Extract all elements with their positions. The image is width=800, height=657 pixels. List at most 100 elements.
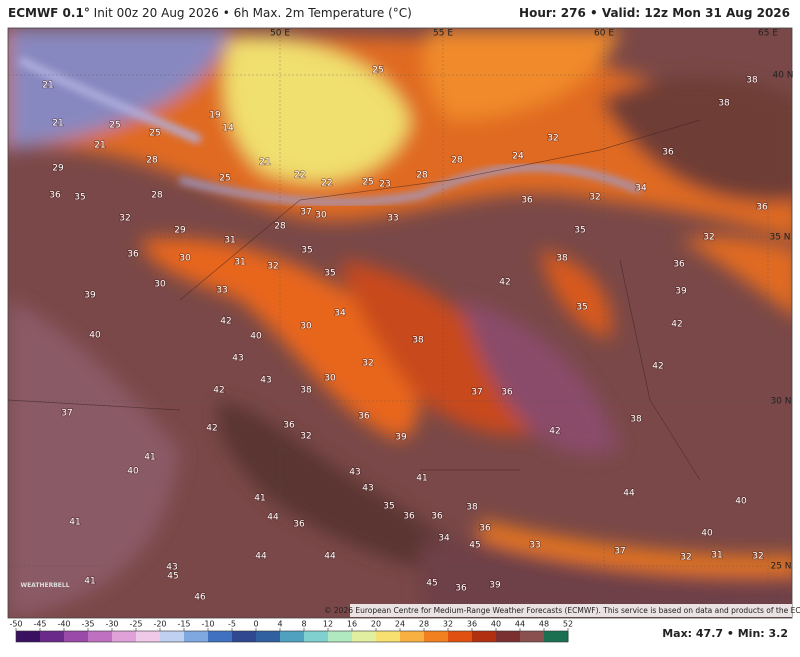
grid-label: 25 N <box>770 562 791 572</box>
temperature-label: 19 <box>209 111 221 121</box>
temperature-label: 40 <box>735 497 747 507</box>
temperature-label: 38 <box>412 336 424 346</box>
temperature-label: 30 <box>324 374 336 384</box>
temperature-label: 35 <box>574 226 585 236</box>
temperature-label: 32 <box>119 214 130 224</box>
colorbar-segment <box>64 631 89 642</box>
colorbar-segment <box>400 631 425 642</box>
temperature-label: 37 <box>300 208 311 218</box>
temperature-label: 40 <box>701 529 713 539</box>
colorbar-tick-label: -20 <box>153 620 166 629</box>
temperature-label: 36 <box>283 421 295 431</box>
temperature-label: 38 <box>630 415 642 425</box>
temperature-label: 43 <box>232 354 243 364</box>
map-field <box>8 28 792 618</box>
grid-label: 30 N <box>770 397 791 407</box>
temperature-label: 45 <box>426 579 437 589</box>
colorbar-tick-label: 20 <box>371 620 381 629</box>
colorbar-frame <box>15 630 569 643</box>
temperature-label: 30 <box>154 280 166 290</box>
colorbar-segment <box>184 631 209 642</box>
colorbar-segment <box>304 631 329 642</box>
temperature-label: 21 <box>52 119 63 129</box>
temperature-label: 43 <box>349 468 360 478</box>
temperature-label: 28 <box>416 171 428 181</box>
colorbar-segment <box>136 631 161 642</box>
temperature-label: 41 <box>69 518 80 528</box>
temperature-label: 34 <box>334 309 346 319</box>
temperature-label: 32 <box>703 233 714 243</box>
temperature-label: 25 <box>149 129 160 139</box>
colorbar-tick-label: 44 <box>515 620 525 629</box>
colorbar-segment <box>232 631 257 642</box>
temperature-label: 35 <box>74 193 85 203</box>
colorbar-tick-label: -15 <box>177 620 190 629</box>
temperature-label: 32 <box>680 553 691 563</box>
temperature-label: 39 <box>489 581 501 591</box>
header-right: Hour: 276 • Valid: 12z Mon 31 Aug 2026 <box>519 6 790 20</box>
temperature-label: 36 <box>673 260 685 270</box>
temperature-label: 45 <box>167 572 178 582</box>
colorbar-segment <box>544 631 569 642</box>
temperature-label: 36 <box>403 512 415 522</box>
temperature-label: 36 <box>501 388 513 398</box>
temperature-label: 38 <box>300 386 312 396</box>
temperature-label: 44 <box>255 552 267 562</box>
colorbar-segment <box>112 631 137 642</box>
colorbar-segment <box>376 631 401 642</box>
colorbar-tick-label: 12 <box>323 620 333 629</box>
temperature-label: 38 <box>466 503 478 513</box>
colorbar-tick-label: -35 <box>81 620 94 629</box>
temperature-label: 29 <box>52 164 64 174</box>
model-name: ECMWF 0.1° <box>8 6 90 20</box>
colorbar-segment <box>472 631 497 642</box>
temperature-label: 41 <box>254 494 265 504</box>
temperature-label: 21 <box>94 141 105 151</box>
colorbar-segment <box>496 631 521 642</box>
temperature-label: 36 <box>431 512 443 522</box>
temperature-label: 39 <box>675 287 687 297</box>
temperature-label: 36 <box>479 524 491 534</box>
temperature-label: 41 <box>144 453 155 463</box>
grid-label: 60 E <box>594 29 614 39</box>
temperature-label: 25 <box>109 121 120 131</box>
colorbar-tick-label: 28 <box>419 620 429 629</box>
temperature-label: 36 <box>49 191 61 201</box>
colorbar-tick-label: 16 <box>347 620 357 629</box>
colorbar-tick-label: -40 <box>57 620 70 629</box>
temperature-label: 44 <box>623 489 635 499</box>
colorbar-tick-label: -45 <box>33 620 46 629</box>
colorbar-tick-label: 48 <box>539 620 549 629</box>
temperature-label: 24 <box>512 152 524 162</box>
colorbar-tick-label: 40 <box>491 620 501 629</box>
temperature-label: 39 <box>84 291 96 301</box>
temperature-label: 36 <box>662 148 674 158</box>
header-left: ECMWF 0.1° Init 00z 20 Aug 2026 • 6h Max… <box>8 6 412 20</box>
temperature-label: 40 <box>127 467 139 477</box>
colorbar-tick-label: 24 <box>395 620 405 629</box>
temperature-label: 33 <box>387 214 398 224</box>
temperature-label: 36 <box>127 250 139 260</box>
temperature-label: 32 <box>267 262 278 272</box>
temperature-label: 41 <box>416 474 427 484</box>
logo: WEATHERBELL <box>20 582 69 589</box>
temperature-label: 40 <box>250 332 262 342</box>
colorbar-tick-label: 36 <box>467 620 477 629</box>
colorbar-segment <box>280 631 305 642</box>
colorbar-segment <box>208 631 233 642</box>
temperature-label: 22 <box>321 179 332 189</box>
colorbar-tick-label: 52 <box>563 620 573 629</box>
temperature-label: 22 <box>294 171 305 181</box>
temperature-label: 42 <box>671 320 682 330</box>
temperature-label: 28 <box>151 191 163 201</box>
colorbar-segment <box>520 631 545 642</box>
temperature-label: 25 <box>362 178 373 188</box>
colorbar-segment <box>424 631 449 642</box>
temperature-label: 42 <box>206 424 217 434</box>
colorbar-tick-label: -10 <box>201 620 214 629</box>
temperature-label: 36 <box>756 203 768 213</box>
temperature-label: 28 <box>146 156 158 166</box>
temperature-label: 31 <box>234 258 245 268</box>
temperature-label: 25 <box>372 66 383 76</box>
temperature-label: 34 <box>438 534 450 544</box>
